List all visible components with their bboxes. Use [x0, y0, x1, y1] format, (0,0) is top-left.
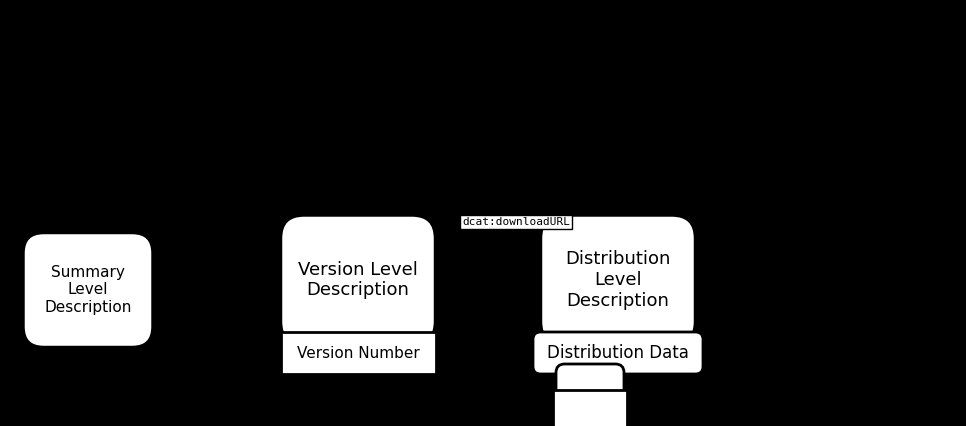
Text: dcat:downloadURL: dcat:downloadURL — [462, 217, 570, 227]
Text: Distribution Data: Distribution Data — [547, 344, 689, 362]
FancyBboxPatch shape — [556, 364, 624, 412]
FancyBboxPatch shape — [541, 215, 696, 345]
Text: Distribution
Level
Description: Distribution Level Description — [565, 250, 670, 310]
FancyBboxPatch shape — [23, 233, 153, 348]
FancyBboxPatch shape — [533, 332, 703, 374]
Text: Version Level
Description: Version Level Description — [298, 261, 418, 299]
FancyBboxPatch shape — [280, 332, 436, 374]
Text: Summary
Level
Description: Summary Level Description — [44, 265, 131, 315]
Text: Version Number: Version Number — [297, 345, 419, 360]
FancyBboxPatch shape — [553, 390, 627, 426]
FancyBboxPatch shape — [280, 215, 436, 345]
